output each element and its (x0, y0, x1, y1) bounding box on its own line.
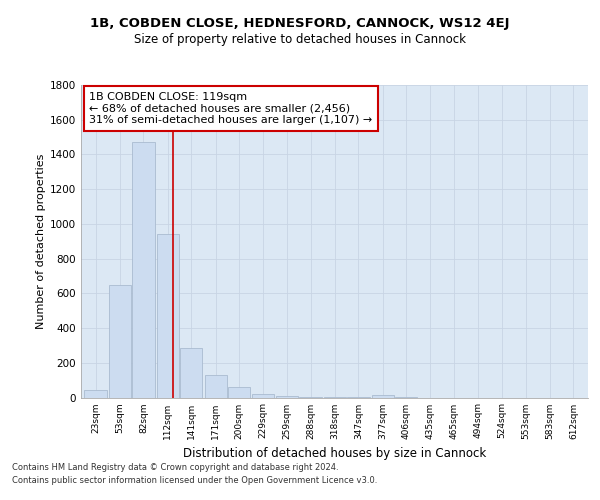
Bar (228, 386, 250, 398)
Text: 1B, COBDEN CLOSE, HEDNESFORD, CANNOCK, WS12 4EJ: 1B, COBDEN CLOSE, HEDNESFORD, CANNOCK, W… (90, 18, 510, 30)
Bar (180, 348, 202, 398)
Text: Size of property relative to detached houses in Cannock: Size of property relative to detached ho… (134, 32, 466, 46)
Bar (205, 376, 227, 398)
Text: 1B COBDEN CLOSE: 119sqm
← 68% of detached houses are smaller (2,456)
31% of semi: 1B COBDEN CLOSE: 119sqm ← 68% of detache… (89, 92, 373, 125)
Bar (85, 390, 107, 398)
Bar (251, 394, 274, 398)
Bar (109, 284, 131, 398)
Bar (157, 234, 179, 398)
Text: Contains public sector information licensed under the Open Government Licence v3: Contains public sector information licen… (12, 476, 377, 485)
Bar (133, 142, 155, 398)
Bar (299, 396, 322, 398)
Bar (276, 396, 298, 398)
X-axis label: Distribution of detached houses by size in Cannock: Distribution of detached houses by size … (183, 447, 486, 460)
Bar (324, 397, 346, 398)
Bar (371, 395, 394, 398)
Y-axis label: Number of detached properties: Number of detached properties (36, 154, 46, 329)
Text: Contains HM Land Registry data © Crown copyright and database right 2024.: Contains HM Land Registry data © Crown c… (12, 464, 338, 472)
